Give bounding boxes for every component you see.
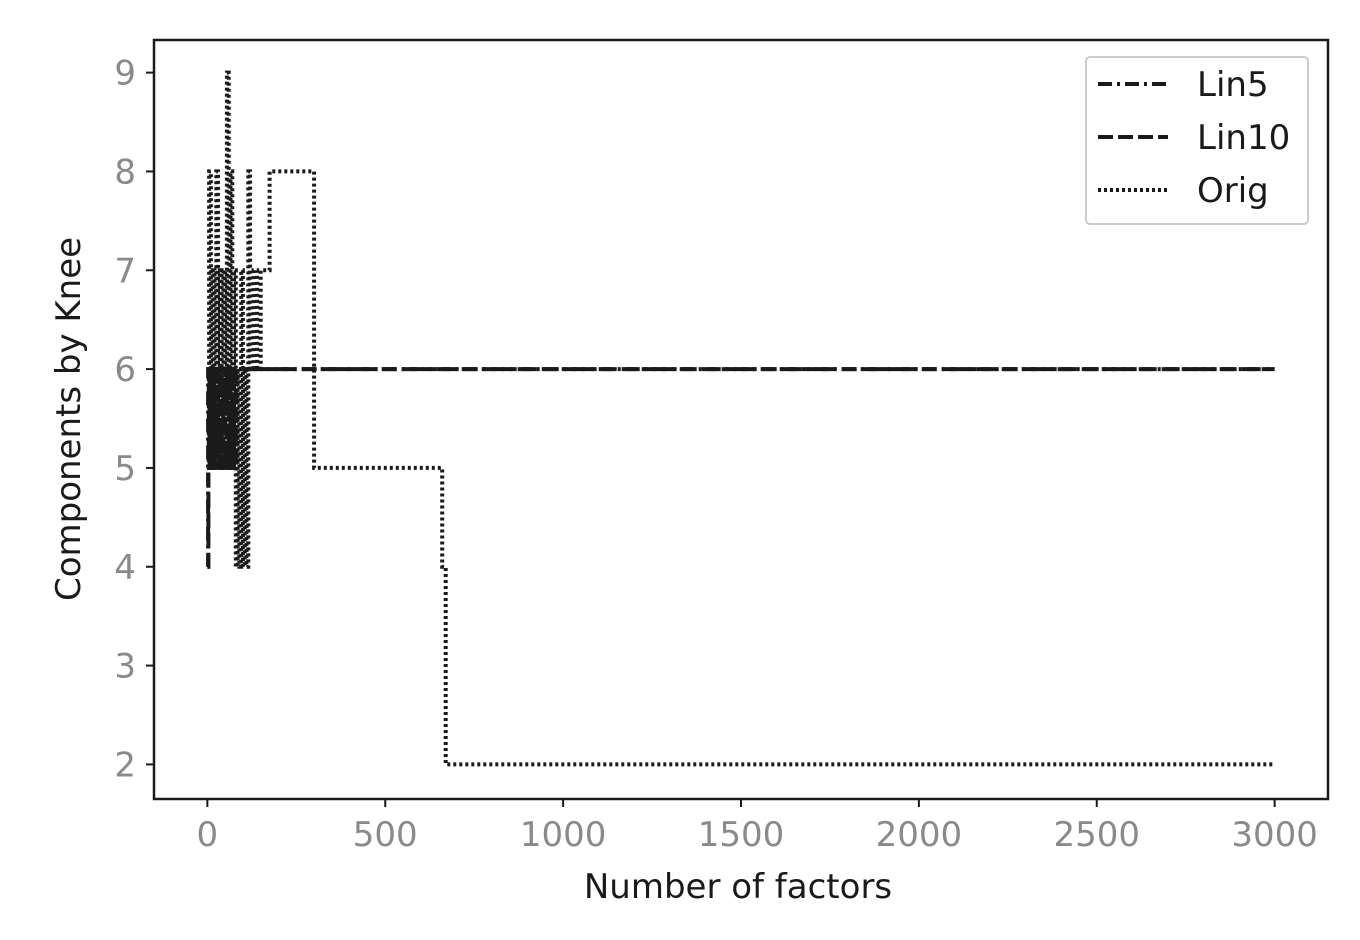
legend-box [1085,56,1309,225]
legend: Lin5 Lin10 Orig [1085,56,1309,225]
x-axis-label: Number of factors [584,867,892,907]
x-tick-label: 2500 [1053,815,1140,855]
series-group [206,70,1275,767]
legend-label-lin10: Lin10 [1197,118,1290,158]
x-tick-label: 500 [353,815,418,855]
y-tick-label: 4 [114,548,136,588]
y-tick-label: 3 [114,647,136,687]
y-tick-label: 2 [114,745,136,785]
x-tick-label: 1500 [698,815,785,855]
axes-group: 0 500 1000 1500 2000 2500 3000 2 3 4 5 6 7 8 9 [114,38,1330,855]
y-tick-label: 9 [114,54,136,94]
y-tick-label: 6 [114,350,136,390]
series-line-orig [207,70,1275,767]
y-tick-label: 8 [114,152,136,192]
x-tick-label: 3000 [1231,815,1318,855]
x-tick-label: 1000 [520,815,607,855]
y-axis-label: Components by Knee [49,237,89,601]
legend-label-orig: Orig [1197,171,1269,211]
y-tick-label: 7 [114,251,136,291]
x-tick-label: 2000 [876,815,963,855]
legend-label-lin5: Lin5 [1197,65,1269,105]
y-tick-label: 5 [114,449,136,489]
x-tick-label: 0 [197,815,219,855]
